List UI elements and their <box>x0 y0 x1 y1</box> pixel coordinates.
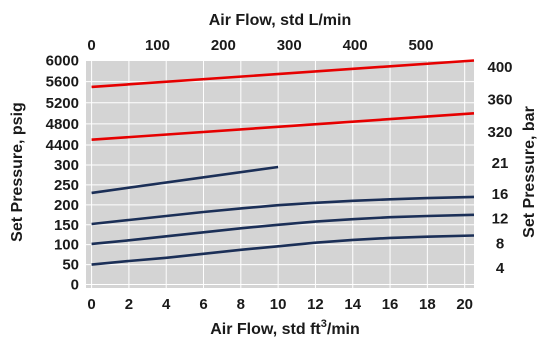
left-tick-label: 300 <box>54 157 79 174</box>
bottom-axis-title-superscript: 3 <box>321 318 327 330</box>
tick-labels: 0501001502002503004400480052005600600048… <box>46 37 513 313</box>
left-tick-label: 5200 <box>46 95 79 112</box>
bottom-axis-title-tail: /min <box>327 321 360 338</box>
bottom-tick-label: 18 <box>419 296 436 313</box>
bottom-tick-label: 10 <box>270 296 287 313</box>
right-axis-title: Set Pressure, bar <box>521 106 538 238</box>
right-tick-label: 4 <box>496 260 505 277</box>
bottom-tick-label: 4 <box>162 296 171 313</box>
top-tick-label: 200 <box>211 37 236 54</box>
bottom-tick-label: 8 <box>237 296 245 313</box>
series-line-3 <box>91 165 279 195</box>
left-tick-label: 0 <box>71 277 79 294</box>
bottom-tick-label: 20 <box>456 296 473 313</box>
top-tick-label: 500 <box>408 37 433 54</box>
left-tick-label: 100 <box>54 237 79 254</box>
right-tick-label: 12 <box>492 211 509 228</box>
left-tick-label: 250 <box>54 177 79 194</box>
right-tick-label: 400 <box>487 59 512 76</box>
right-tick-label: 360 <box>487 92 512 109</box>
bottom-tick-label: 0 <box>87 296 95 313</box>
left-tick-label: 5600 <box>46 74 79 91</box>
bottom-tick-label: 6 <box>199 296 207 313</box>
plot-area <box>86 60 474 288</box>
left-tick-label: 200 <box>54 197 79 214</box>
top-tick-label: 300 <box>277 37 302 54</box>
left-tick-label: 4400 <box>46 137 79 154</box>
series-line-4 <box>91 195 475 226</box>
bottom-tick-label: 14 <box>344 296 361 313</box>
right-tick-label: 8 <box>496 235 504 252</box>
left-axis-title: Set Pressure, psig <box>9 102 26 242</box>
right-tick-label: 320 <box>487 124 512 141</box>
series-line-5 <box>91 213 475 246</box>
right-tick-label: 21 <box>492 155 509 172</box>
bottom-axis-title: Air Flow, std ft3/min <box>210 318 360 338</box>
top-axis-title: Air Flow, std L/min <box>209 12 352 29</box>
left-tick-label: 50 <box>62 257 79 274</box>
left-tick-label: 6000 <box>46 53 79 70</box>
left-tick-label: 4800 <box>46 116 79 133</box>
series-line-2 <box>91 112 475 141</box>
right-tick-label: 16 <box>492 186 509 203</box>
left-tick-label: 150 <box>54 217 79 234</box>
bottom-tick-label: 16 <box>382 296 399 313</box>
series-line-6 <box>91 234 475 266</box>
top-tick-label: 100 <box>145 37 170 54</box>
top-tick-label: 400 <box>343 37 368 54</box>
series-line-1 <box>91 59 475 89</box>
bottom-tick-label: 12 <box>307 296 324 313</box>
bottom-tick-label: 2 <box>125 296 133 313</box>
bottom-axis-title-main: Air Flow, std ft <box>210 321 321 338</box>
top-tick-label: 0 <box>87 37 95 54</box>
data-series <box>91 59 475 266</box>
